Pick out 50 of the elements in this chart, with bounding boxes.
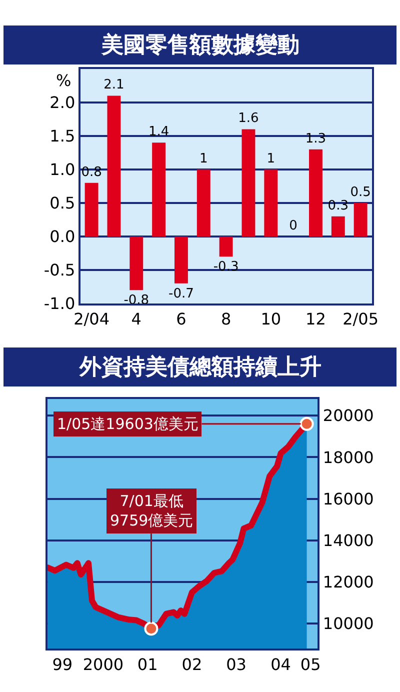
x-tick-label: 12 bbox=[306, 310, 326, 329]
y-axis-title: % bbox=[56, 71, 72, 90]
y-tick-label: -1.0 bbox=[44, 294, 76, 314]
data-label: 2.1 bbox=[104, 78, 124, 93]
x-tick-label: 03 bbox=[226, 654, 246, 674]
x-tick-label: 4 bbox=[131, 310, 142, 329]
x-tick-label: 10 bbox=[260, 310, 282, 329]
bar bbox=[174, 236, 188, 284]
data-label: 0 bbox=[289, 218, 298, 234]
bar bbox=[219, 236, 233, 257]
x-tick-label: 2/05 bbox=[342, 310, 379, 329]
y-tick-label: 12000 bbox=[322, 572, 374, 592]
y-tick-label: 10000 bbox=[322, 614, 374, 634]
y-tick-label: 18000 bbox=[322, 448, 374, 467]
x-tick-label: 99 bbox=[52, 654, 73, 674]
y-tick-label: 20000 bbox=[322, 406, 374, 426]
bar bbox=[152, 142, 166, 236]
y-tick-label: 0.0 bbox=[50, 227, 76, 246]
data-label: 1 bbox=[199, 151, 208, 166]
x-tick-label: 8 bbox=[220, 310, 232, 329]
chart-title: 外資持美債總額持續上升 bbox=[78, 354, 322, 380]
bar bbox=[84, 182, 98, 236]
bar bbox=[309, 149, 322, 236]
annotation: 1/05達19603億美元 bbox=[57, 415, 198, 433]
chart-title: 美國零售額數據變動 bbox=[100, 32, 300, 58]
y-tick-label: 1.5 bbox=[50, 126, 76, 146]
bar bbox=[196, 169, 210, 236]
y-tick-label: -0.5 bbox=[44, 260, 76, 280]
x-tick-label: 05 bbox=[300, 654, 321, 674]
bar bbox=[242, 129, 256, 236]
data-label: -0.7 bbox=[168, 286, 194, 302]
y-tick-label: 1.0 bbox=[50, 160, 76, 180]
bar bbox=[331, 216, 345, 236]
x-tick-label: 04 bbox=[270, 654, 291, 674]
x-tick-label: 6 bbox=[176, 310, 186, 329]
bar bbox=[130, 236, 144, 290]
y-tick-label: 16000 bbox=[322, 489, 374, 508]
annotation: 7/01最低 9759億美元 bbox=[110, 492, 194, 530]
x-tick-label: 02 bbox=[182, 654, 202, 674]
x-tick-label: 01 bbox=[137, 654, 158, 674]
x-tick-label: 2000 bbox=[82, 654, 124, 674]
y-tick-label: 2.0 bbox=[50, 93, 76, 112]
data-label: 1.6 bbox=[238, 111, 259, 126]
y-tick-label: 0.5 bbox=[50, 194, 76, 213]
x-tick-label: 2/04 bbox=[74, 310, 110, 329]
bar bbox=[264, 169, 278, 236]
data-label: 1 bbox=[266, 151, 276, 166]
bar bbox=[354, 202, 368, 236]
bar bbox=[107, 96, 121, 236]
y-tick-label: 14000 bbox=[322, 531, 374, 550]
